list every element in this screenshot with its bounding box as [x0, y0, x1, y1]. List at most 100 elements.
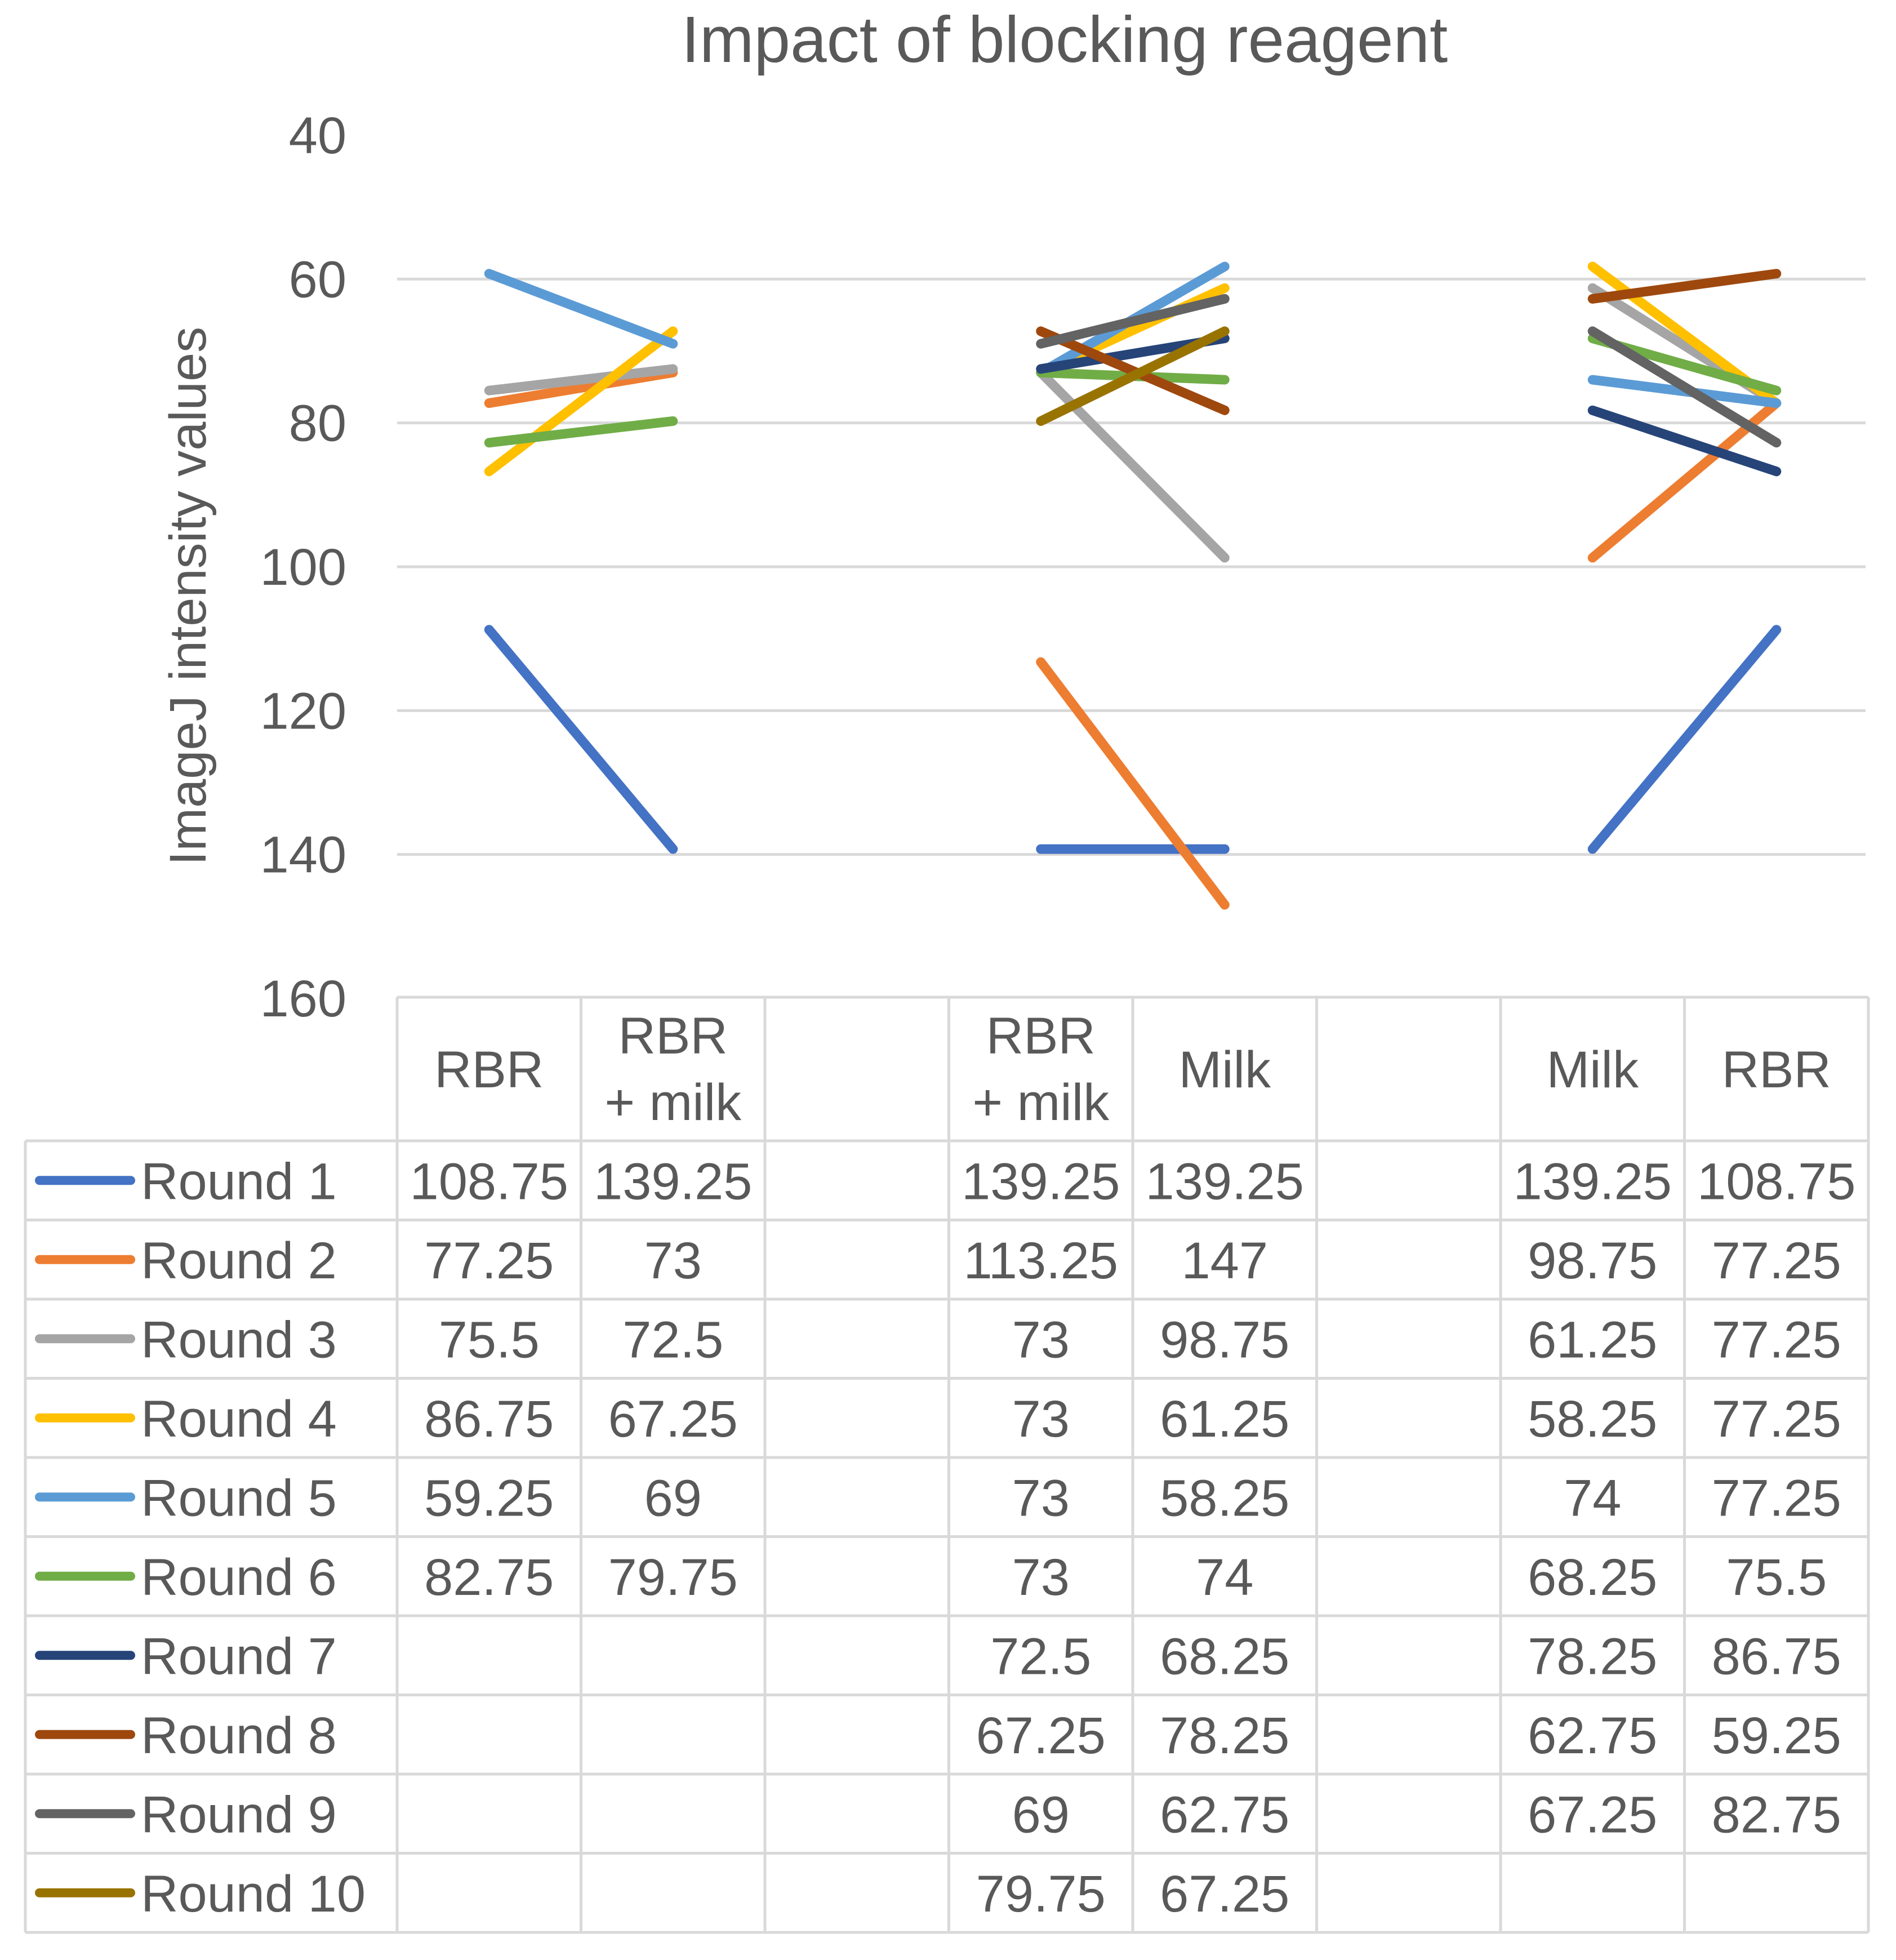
table-cell-value: 73	[1012, 1549, 1070, 1606]
legend-label: Round 2	[141, 1232, 337, 1290]
table-cell-value: 108.75	[1697, 1153, 1855, 1210]
series-segment	[484, 367, 678, 408]
category-label: Milk	[1546, 1041, 1639, 1099]
table-cell-value: 98.75	[1528, 1232, 1657, 1290]
table-cell-value: 108.75	[410, 1153, 568, 1210]
category-label: Milk	[1178, 1041, 1271, 1099]
chart-title: Impact of blocking reagent	[682, 3, 1448, 76]
category-label: + milk	[604, 1074, 742, 1131]
series-round-8	[1036, 269, 1782, 415]
y-axis-label: ImageJ intensity values	[159, 327, 217, 865]
y-tick-label: 160	[260, 970, 347, 1028]
table-cell-value: 98.75	[1160, 1311, 1289, 1368]
legend-label: Round 8	[141, 1707, 337, 1765]
table-cell-value: 147	[1182, 1232, 1269, 1290]
table-cell-value: 77.25	[1712, 1232, 1841, 1290]
series-segment	[484, 364, 678, 395]
series-segment	[1587, 405, 1782, 477]
table-cell-value: 59.25	[1712, 1707, 1841, 1765]
category-label: RBR	[618, 1007, 728, 1065]
y-axis-ticks: 40 60 80 100 120 140 160	[260, 107, 347, 1028]
table-cell-value: 67.25	[608, 1390, 738, 1448]
series-segment	[1036, 326, 1230, 426]
y-tick-label: 120	[260, 682, 347, 740]
table-cell-value: 59.25	[424, 1469, 554, 1527]
table-cell-value: 58.25	[1528, 1390, 1657, 1448]
series-segment	[484, 416, 678, 448]
table-cell-value: 139.25	[1146, 1153, 1304, 1210]
series-segment	[1587, 326, 1782, 448]
y-tick-label: 60	[289, 251, 346, 308]
table-cell-value: 62.75	[1160, 1786, 1289, 1843]
legend-label: Round 9	[141, 1786, 337, 1843]
table-cell-value: 79.75	[976, 1865, 1106, 1923]
table-cell-value: 67.25	[1528, 1786, 1657, 1843]
series-segment	[484, 326, 678, 477]
table-cell-value: 77.25	[1712, 1469, 1841, 1527]
series-segment	[1587, 625, 1782, 854]
legend-label: Round 5	[141, 1469, 337, 1527]
table-cell-value: 75.5	[439, 1311, 540, 1368]
series-round-1	[484, 625, 1782, 854]
table-cell-value: 74	[1196, 1549, 1253, 1606]
legend-label: Round 7	[141, 1628, 337, 1685]
legend-label: Round 6	[141, 1549, 337, 1606]
table-cell-value: 82.75	[424, 1549, 554, 1606]
series-segment	[1036, 326, 1230, 415]
table-cell-value: 69	[1012, 1786, 1070, 1843]
table-cell-value: 73	[1012, 1469, 1070, 1527]
table-cell-value: 73	[1012, 1390, 1070, 1448]
series-lines	[484, 261, 1782, 910]
table-cell-value: 58.25	[1160, 1469, 1289, 1527]
table-cell-value: 74	[1564, 1469, 1621, 1527]
table-cell-value: 77.25	[424, 1232, 554, 1290]
table-cell-value: 78.25	[1160, 1707, 1289, 1765]
series-segment	[484, 269, 678, 349]
table-cell-value: 78.25	[1528, 1628, 1657, 1685]
series-segment	[484, 625, 678, 854]
table-cell-value: 61.25	[1160, 1390, 1289, 1448]
table-cell-value: 69	[644, 1469, 702, 1527]
table-cell-value: 77.25	[1712, 1390, 1841, 1448]
data-table: RBR RBR + milk RBR + milk Milk Milk RBR Round 1 1…	[24, 995, 1870, 1934]
series-round-2	[484, 367, 1782, 910]
table-cell-value: 67.25	[976, 1707, 1106, 1765]
table-cell-value: 139.25	[594, 1153, 752, 1210]
table-cell-value: 72.5	[990, 1628, 1091, 1685]
table-cell-value: 113.25	[963, 1232, 1118, 1290]
table-cell-value: 73	[644, 1232, 702, 1290]
legend-label: Round 4	[141, 1390, 337, 1448]
table-cell-value: 67.25	[1160, 1865, 1289, 1923]
legend-label: Round 1	[141, 1153, 337, 1210]
table-cell-value: 73	[1012, 1311, 1070, 1368]
table-cell-value: 86.75	[1712, 1628, 1841, 1685]
table-cell-value: 82.75	[1712, 1786, 1841, 1843]
series-segment	[1036, 657, 1230, 910]
category-label: RBR	[1722, 1041, 1831, 1099]
series-round-10	[1036, 326, 1230, 426]
y-tick-label: 80	[289, 395, 346, 452]
series-segment	[1587, 269, 1782, 304]
table-cell-value: 68.25	[1160, 1628, 1289, 1685]
category-label: RBR	[434, 1041, 544, 1099]
y-tick-label: 40	[289, 107, 346, 165]
table-cell-value: 62.75	[1528, 1707, 1657, 1765]
table-cell-value: 77.25	[1712, 1311, 1841, 1368]
legend-label: Round 3	[141, 1311, 337, 1368]
table-cell-value: 139.25	[1514, 1153, 1672, 1210]
series-round-9	[1036, 294, 1782, 448]
table-cell-value: 79.75	[608, 1549, 738, 1606]
category-label: RBR	[986, 1007, 1096, 1065]
series-segment	[1036, 294, 1230, 349]
table-cell-value: 86.75	[424, 1390, 554, 1448]
legend-label: Round 10	[141, 1865, 366, 1923]
table-cell-value: 72.5	[622, 1311, 723, 1368]
table-cell-value: 139.25	[962, 1153, 1120, 1210]
y-tick-label: 140	[260, 826, 347, 884]
y-tick-label: 100	[260, 539, 347, 596]
category-label: + milk	[972, 1074, 1110, 1131]
table-cell-value: 61.25	[1528, 1311, 1657, 1368]
table-cell-value: 68.25	[1528, 1549, 1657, 1606]
table-cell-value: 75.5	[1726, 1549, 1827, 1606]
